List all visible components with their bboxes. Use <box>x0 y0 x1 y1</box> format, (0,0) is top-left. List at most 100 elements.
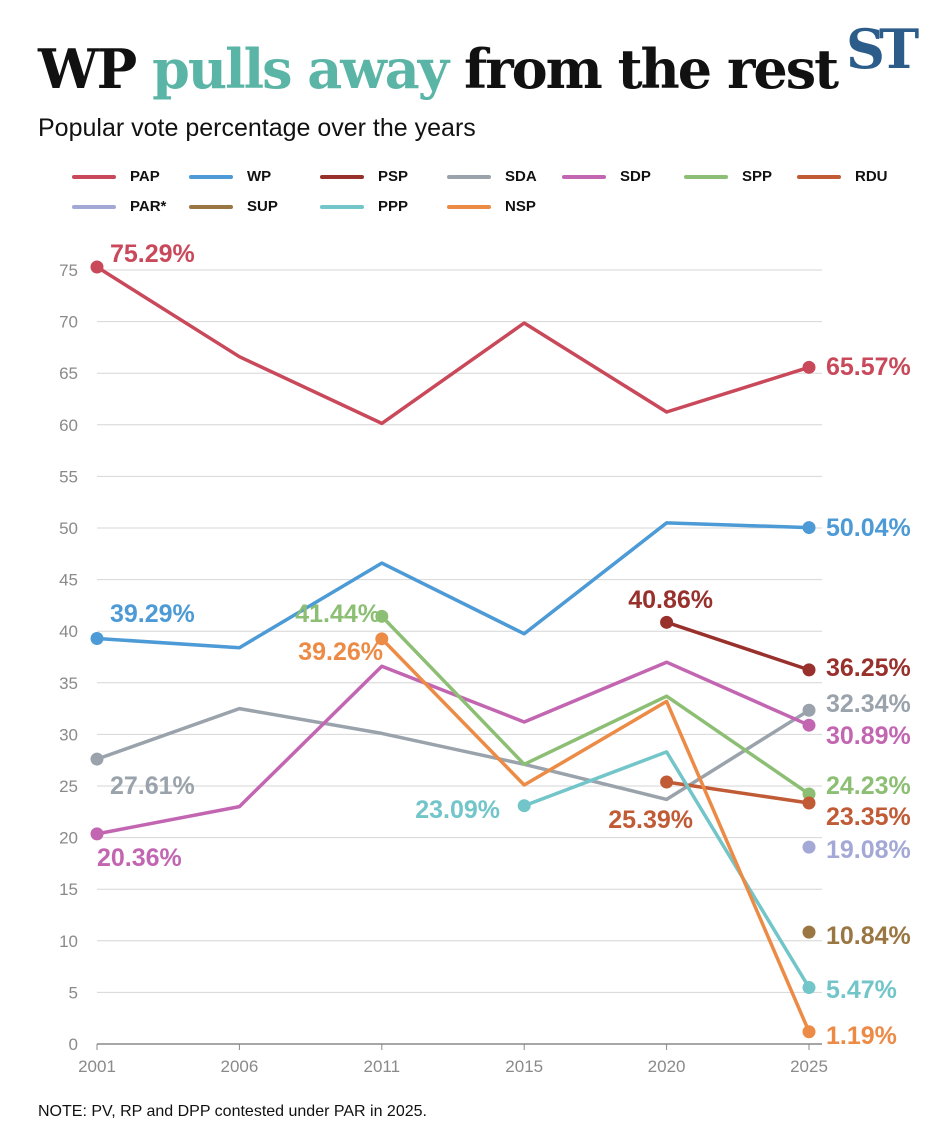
x-tick-label: 2001 <box>78 1057 116 1076</box>
series-line-sdp <box>95 660 811 836</box>
data-label-sdp: 20.36% <box>97 844 182 872</box>
chart-title: WP pulls away from the rest <box>38 34 839 104</box>
data-point-ppp <box>802 981 816 995</box>
legend-item-sda: SDA <box>447 168 537 185</box>
data-point-ppp <box>517 799 531 813</box>
st-logo: ST <box>846 17 919 81</box>
legend-swatch <box>72 204 116 209</box>
data-label-ppp: 23.09% <box>415 796 500 824</box>
y-tick-label: 20 <box>59 829 78 848</box>
y-tick-label: 0 <box>69 1035 78 1054</box>
legend-label: SDA <box>505 168 537 185</box>
y-tick-label: 75 <box>59 261 78 280</box>
data-point-wp <box>802 521 816 535</box>
data-point-sdp <box>802 718 816 732</box>
data-point-sda <box>802 703 816 717</box>
legend-label: PAP <box>130 168 160 185</box>
data-label-sup: 10.84% <box>826 922 911 950</box>
data-label-par: 19.08% <box>826 836 911 864</box>
legend-item-spp: SPP <box>684 168 772 185</box>
legend-swatch <box>320 174 364 179</box>
data-label-nsp: 39.26% <box>298 638 383 666</box>
data-label-sdp: 30.89% <box>826 722 911 750</box>
legend-item-par: PAR* <box>72 198 166 215</box>
data-label-wp: 50.04% <box>826 514 911 542</box>
data-label-spp: 41.44% <box>295 600 380 628</box>
y-tick-label: 45 <box>59 571 78 590</box>
legend: PAP WP PSP SDA SDP SPP RDU PAR* SUP PPP NSP <box>72 168 888 228</box>
data-point-par <box>802 840 816 854</box>
footnote: NOTE: PV, RP and DPP contested under PAR… <box>38 1103 427 1120</box>
x-tick-label: 2015 <box>505 1057 543 1076</box>
data-label-nsp: 1.19% <box>826 1022 897 1050</box>
data-label-sda: 27.61% <box>110 772 195 800</box>
legend-label: PSP <box>378 168 409 185</box>
y-tick-label: 30 <box>59 725 78 744</box>
legend-label: NSP <box>505 198 536 215</box>
legend-label: RDU <box>855 168 888 185</box>
data-point-sdp <box>90 827 104 841</box>
data-label-pap: 65.57% <box>826 353 911 381</box>
title-tail: from the rest <box>463 37 839 101</box>
y-tick-label: 50 <box>59 519 78 538</box>
y-tick-label: 55 <box>59 467 78 486</box>
legend-item-rdu: RDU <box>797 168 888 185</box>
legend-swatch <box>72 174 116 179</box>
legend-swatch <box>447 204 491 209</box>
legend-label: SUP <box>247 198 278 215</box>
x-tick-label: 2020 <box>648 1057 686 1076</box>
title-accent: pulls away <box>152 37 449 101</box>
data-label-rdu: 23.35% <box>826 803 911 831</box>
y-tick-label: 15 <box>59 880 78 899</box>
y-tick-label: 35 <box>59 674 78 693</box>
data-point-wp <box>90 632 104 646</box>
legend-swatch <box>684 174 728 179</box>
legend-label: PAR* <box>130 198 167 215</box>
legend-swatch <box>189 174 233 179</box>
legend-swatch <box>447 174 491 179</box>
data-label-rdu: 25.39% <box>608 806 693 834</box>
data-point-spp <box>375 609 389 623</box>
legend-item-wp: WP <box>189 168 271 185</box>
series-line-spp <box>380 614 811 796</box>
legend-swatch <box>797 174 841 179</box>
data-point-psp <box>802 663 816 677</box>
legend-label: WP <box>247 168 272 185</box>
series-line-wp <box>95 521 811 650</box>
data-point-sda <box>90 752 104 766</box>
data-point-sup <box>802 925 816 939</box>
y-tick-label: 10 <box>59 932 78 951</box>
x-tick-label: 2025 <box>790 1057 828 1076</box>
data-point-psp <box>660 615 674 629</box>
series-line-psp <box>664 620 811 672</box>
data-label-pap: 75.29% <box>110 240 195 268</box>
data-label-wp: 39.29% <box>110 600 195 628</box>
data-point-nsp <box>375 632 389 646</box>
chart-subtitle: Popular vote percentage over the years <box>38 114 476 142</box>
y-tick-label: 60 <box>59 416 78 435</box>
data-label-psp: 36.25% <box>826 654 911 682</box>
legend-item-sdp: SDP <box>562 168 651 185</box>
data-label-ppp: 5.47% <box>826 976 897 1004</box>
legend-label: PPP <box>378 198 409 215</box>
series-line-ppp <box>522 750 811 990</box>
legend-item-pap: PAP <box>72 168 160 185</box>
title-lead: WP <box>38 37 137 101</box>
legend-item-psp: PSP <box>320 168 408 185</box>
y-tick-label: 5 <box>69 983 78 1002</box>
data-label-sda: 32.34% <box>826 690 911 718</box>
data-label-spp: 24.23% <box>826 772 911 800</box>
legend-label: SPP <box>742 168 773 185</box>
data-label-psp: 40.86% <box>628 586 713 614</box>
legend-item-ppp: PPP <box>320 198 408 215</box>
data-point-rdu <box>802 796 816 810</box>
series-line-pap <box>95 265 811 426</box>
y-tick-label: 70 <box>59 313 78 332</box>
legend-item-sup: SUP <box>189 198 278 215</box>
legend-swatch <box>562 174 606 179</box>
x-tick-label: 2011 <box>364 1057 401 1076</box>
data-point-nsp <box>802 1025 816 1039</box>
legend-swatch <box>320 204 364 209</box>
legend-item-nsp: NSP <box>447 198 536 215</box>
